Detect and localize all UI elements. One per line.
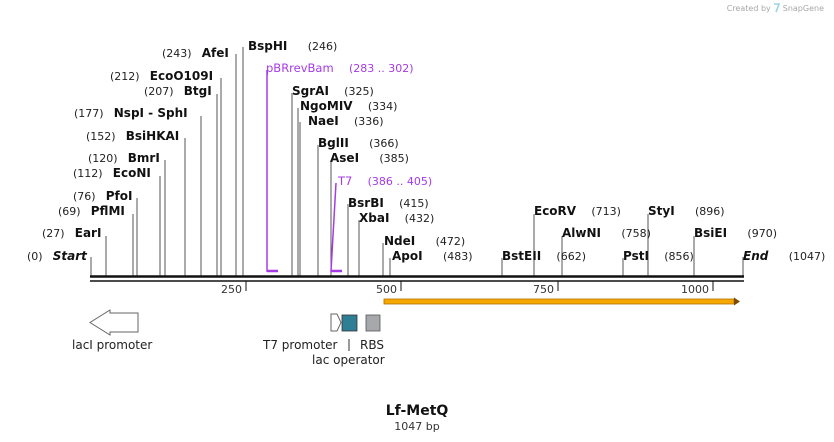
enzyme-leader-lines: [90, 47, 744, 276]
primer-t7[interactable]: [330, 182, 342, 273]
ruler-label-500: 500: [376, 283, 397, 296]
site-btgi[interactable]: (207) BtgI: [144, 84, 212, 98]
credit-prefix: Created by: [726, 3, 771, 13]
site-naei[interactable]: NaeI (336): [308, 114, 384, 128]
site-bsteii[interactable]: BstEII (662): [502, 249, 587, 263]
laci-promoter-label: lacI promoter: [72, 338, 153, 352]
lac-operator-label: lac operator: [312, 353, 385, 367]
site-econi[interactable]: (112) EcoNI: [73, 166, 151, 180]
site-ngomiv[interactable]: NgoMIV (334): [300, 99, 398, 113]
t7-promoter-label: T7 promoter: [263, 338, 338, 352]
site-apoi[interactable]: ApoI (483): [392, 249, 473, 263]
ruler-label-1000: 1000: [681, 283, 709, 296]
site-bsrbi[interactable]: BsrBI (415): [348, 196, 429, 210]
ruler-label-750: 750: [533, 283, 554, 296]
t7-promoter-arrow[interactable]: [330, 313, 342, 332]
site-eari[interactable]: (27) EarI: [42, 226, 102, 240]
snapgene-credit: Created by SnapGene: [727, 3, 824, 13]
snapgene-logo-icon: [773, 3, 780, 13]
site-pfoi[interactable]: (76) PfoI: [73, 189, 133, 203]
primer-t7-label[interactable]: T7 (386 .. 405): [338, 174, 433, 188]
site-alwni[interactable]: AlwNI (758): [562, 226, 651, 240]
site-bglii[interactable]: BglII (366): [318, 136, 399, 150]
site-start[interactable]: (0) Start: [27, 249, 87, 263]
site-bsiei[interactable]: BsiEI (970): [694, 226, 778, 240]
sequence-title: Lf-MetQ: [385, 403, 449, 419]
rbs-label: RBS: [360, 338, 384, 352]
site-styi[interactable]: StyI (896): [648, 204, 725, 218]
ruler-ticks: [245, 281, 714, 291]
site-psti[interactable]: PstI (856): [623, 249, 694, 263]
site-bsihkai[interactable]: (152) BsiHKAI: [86, 129, 180, 143]
sequence-length: 1047 bp: [394, 420, 440, 433]
site-pflmi[interactable]: (69) PflMI: [58, 204, 125, 218]
primer-pbrrevbam-label[interactable]: pBRrevBam (283 .. 302): [266, 61, 414, 75]
site-nspi-sphi[interactable]: (177) NspI - SphI: [74, 106, 188, 120]
site-sgrai[interactable]: SgrAI (325): [292, 84, 374, 98]
site-end[interactable]: End (1047): [743, 249, 826, 263]
site-afei[interactable]: (243) AfeI: [162, 46, 229, 60]
ruler-label-250: 250: [221, 283, 242, 296]
site-xbai[interactable]: XbaI (432): [359, 211, 435, 225]
credit-brand: SnapGene: [782, 3, 824, 13]
lac-operator-box[interactable]: [341, 314, 358, 332]
rbs-box[interactable]: [365, 314, 381, 332]
site-ecoo109i[interactable]: (212) EcoO109I: [110, 69, 214, 83]
laci-promoter-arrow[interactable]: [89, 309, 139, 336]
site-bmri[interactable]: (120) BmrI: [88, 151, 160, 165]
site-asei[interactable]: AseI (385): [330, 151, 409, 165]
site-ecorv[interactable]: EcoRV (713): [534, 204, 621, 218]
primer-pbrrevbam[interactable]: [266, 70, 278, 273]
dna-backbone: [90, 275, 744, 282]
orf-arrow[interactable]: [383, 297, 740, 306]
site-bsphi[interactable]: BspHI (246): [248, 39, 338, 53]
site-ndei[interactable]: NdeI (472): [384, 234, 466, 248]
